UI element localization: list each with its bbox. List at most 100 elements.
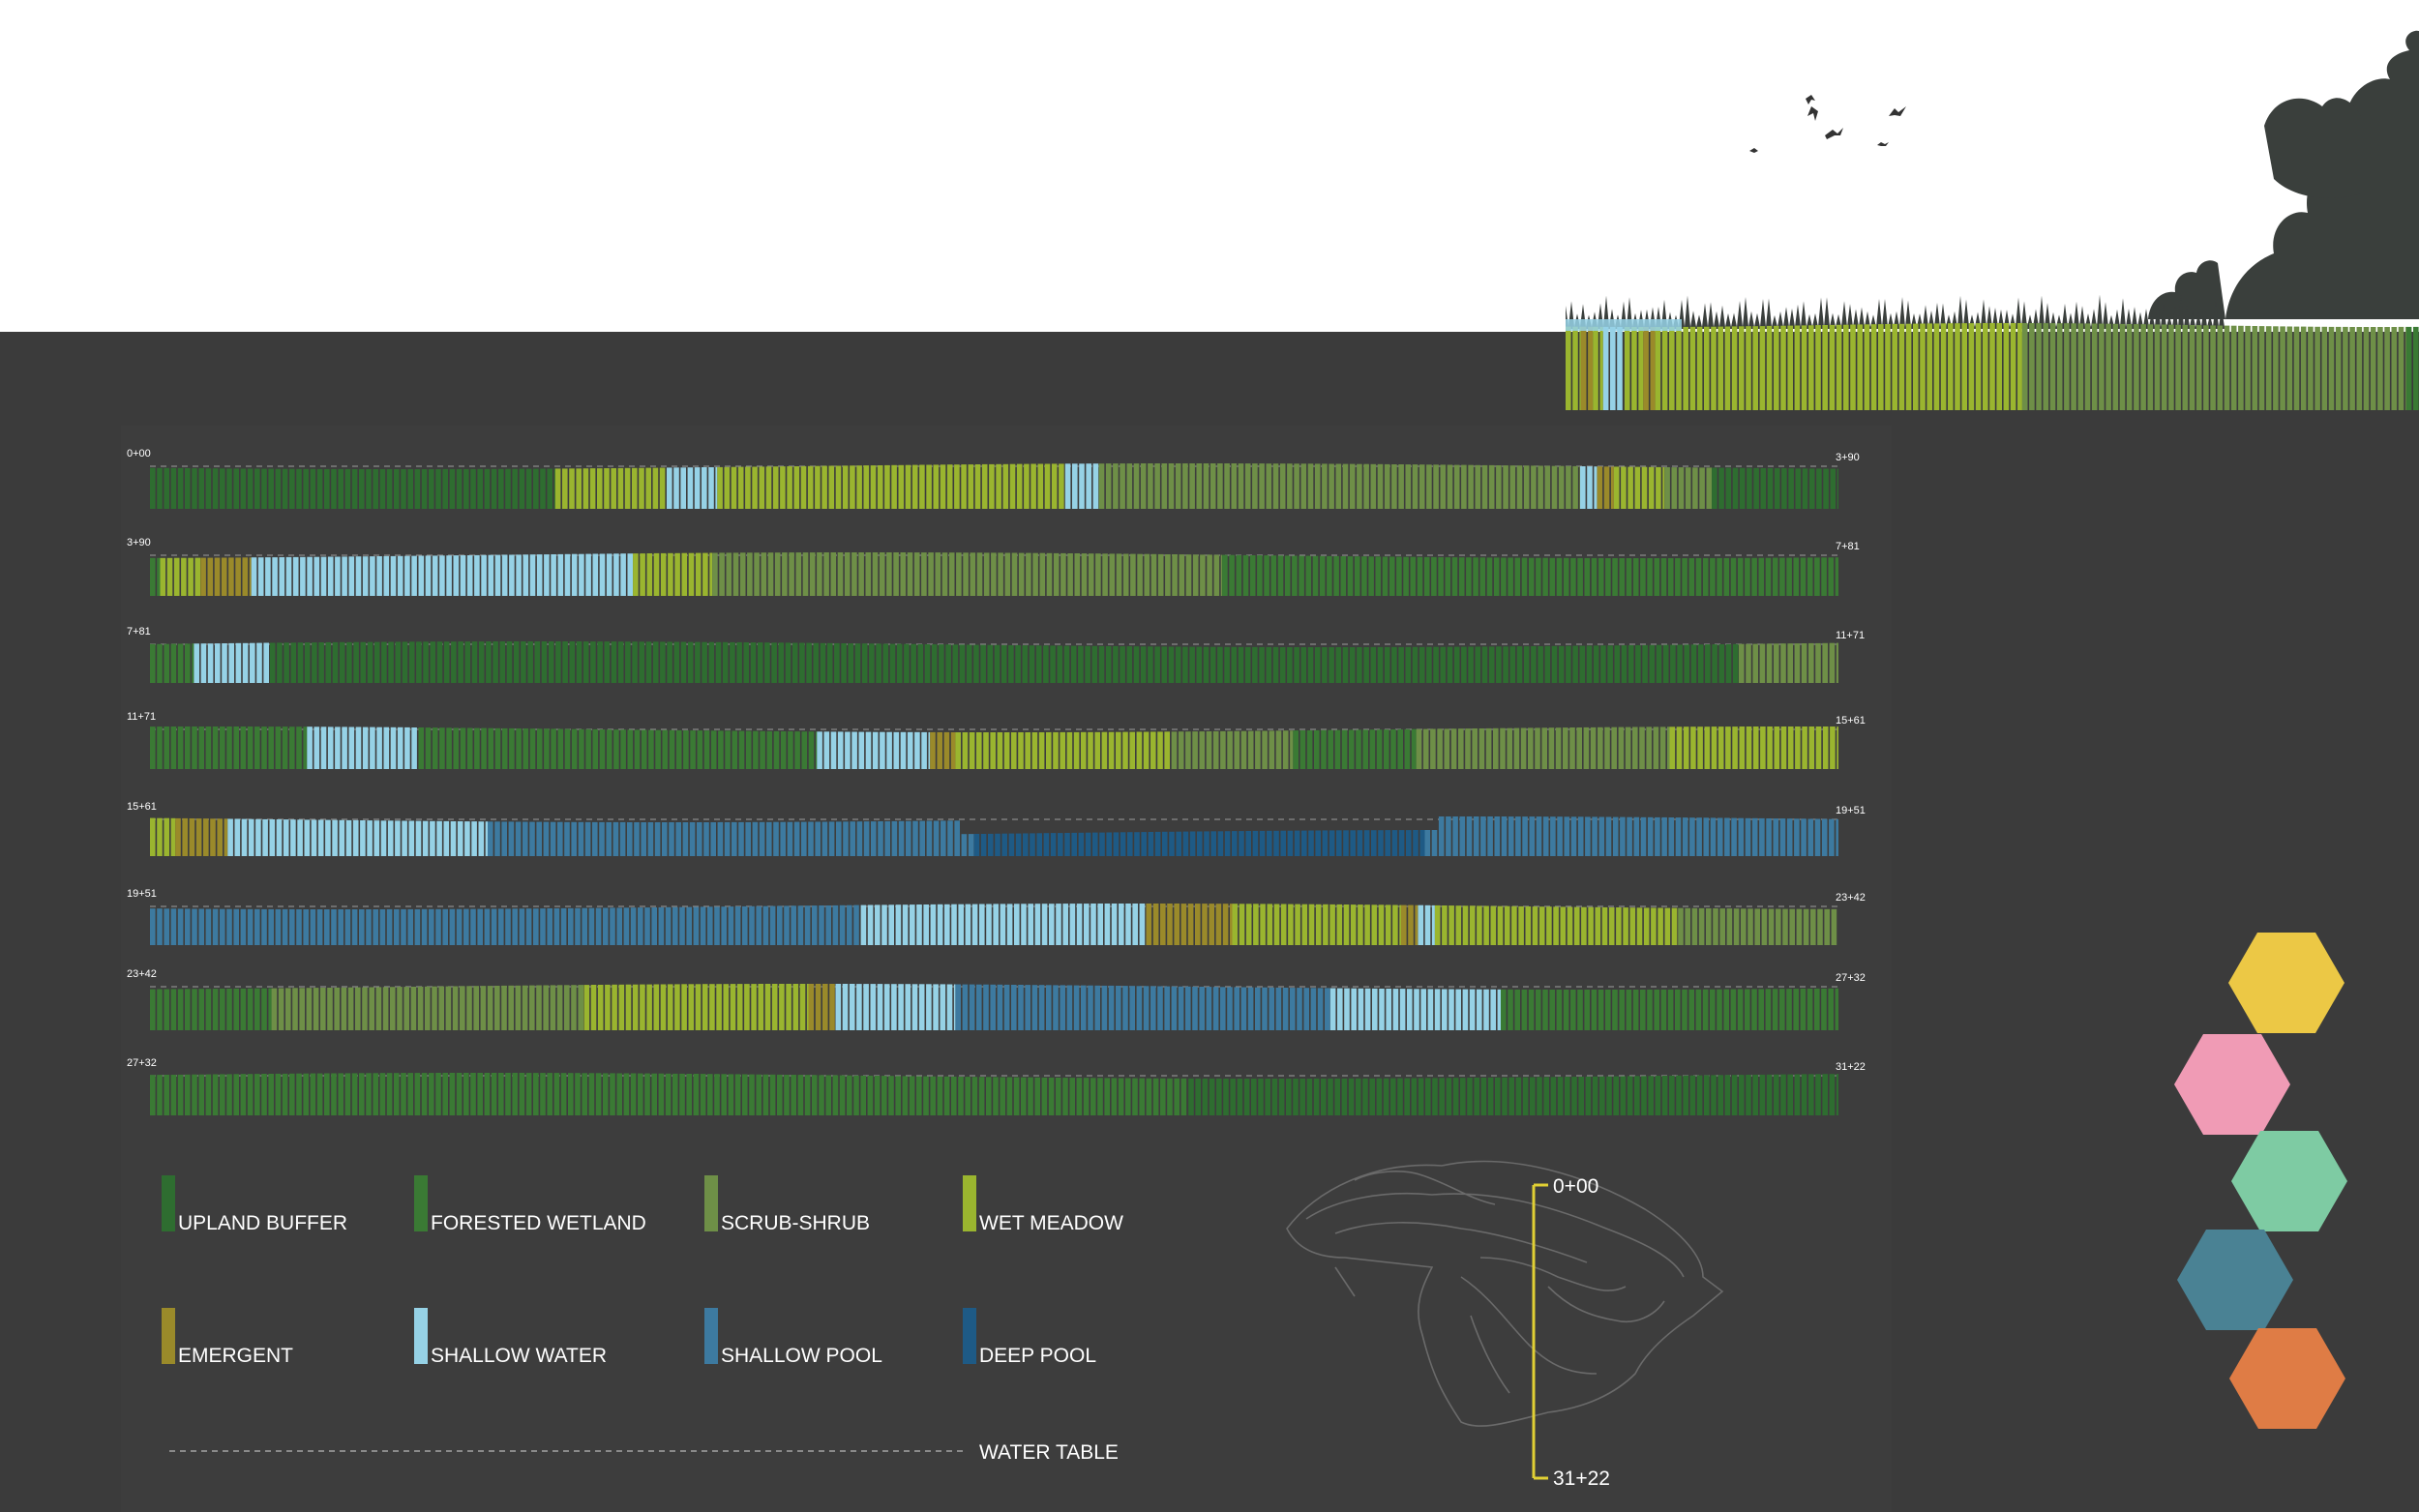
bar-mark	[2168, 324, 2174, 410]
bar-mark	[1558, 645, 1565, 683]
bar-mark	[941, 820, 946, 856]
bar-mark	[760, 730, 765, 769]
bar-mark	[1354, 556, 1360, 596]
hero-segment-emergent	[1580, 326, 1594, 410]
bar-mark	[1094, 731, 1100, 769]
legend-label: FORESTED WETLAND	[431, 1212, 646, 1234]
bar-mark	[254, 988, 260, 1030]
bar-mark	[1088, 731, 1093, 769]
bar-mark	[1528, 557, 1535, 596]
bar-mark	[515, 985, 522, 1030]
bar-mark	[1001, 833, 1007, 856]
bar-mark	[861, 643, 868, 683]
bar-mark	[300, 556, 306, 596]
bar-mark	[1730, 989, 1737, 1030]
bar-mark	[753, 730, 759, 769]
bar-mark	[1598, 557, 1604, 596]
bar-mark	[1682, 558, 1687, 596]
bar-mark	[1702, 989, 1709, 1030]
bar-mark	[1739, 726, 1746, 769]
legend-swatch	[414, 1175, 428, 1231]
bar-mark	[481, 727, 487, 769]
bar-mark	[724, 466, 731, 509]
bar-mark	[828, 821, 835, 856]
bar-mark	[1553, 906, 1559, 945]
bar-mark	[303, 468, 309, 509]
bar-mark	[432, 555, 438, 596]
bar-mark	[700, 1074, 706, 1115]
bar-mark	[1488, 464, 1495, 509]
bar-mark	[1385, 830, 1390, 856]
bar-mark	[1550, 816, 1556, 856]
bar-mark	[200, 643, 207, 683]
bar-mark	[702, 984, 708, 1030]
bar-mark	[1690, 726, 1696, 769]
bar-mark	[1648, 466, 1655, 509]
bar-mark	[1626, 558, 1632, 596]
bar-mark	[220, 468, 225, 509]
bar-mark	[680, 467, 686, 509]
bar-mark	[1671, 467, 1678, 509]
bar-mark	[1745, 557, 1750, 596]
hexagon-green	[2231, 1131, 2347, 1231]
bar-mark	[1786, 557, 1792, 596]
bar-mark	[1837, 468, 1838, 509]
bar-mark	[292, 556, 299, 596]
bar-mark	[1375, 556, 1382, 596]
bar-mark	[764, 984, 771, 1030]
bar-mark	[1560, 906, 1567, 945]
bar-mark	[296, 468, 302, 509]
bar-mark	[150, 1075, 156, 1115]
bar-mark	[1300, 463, 1307, 509]
bar-mark	[847, 904, 852, 945]
bar-mark	[849, 984, 855, 1030]
legend-swatch	[162, 1308, 175, 1364]
bar-mark	[488, 727, 494, 769]
bar-mark	[435, 469, 441, 509]
bar-mark	[1766, 643, 1773, 683]
bar-mark	[414, 1073, 421, 1115]
bar-mark	[1808, 468, 1815, 509]
bar-mark	[1217, 646, 1223, 683]
legend-item-forested-wetland: FORESTED WETLAND	[414, 1175, 646, 1234]
bar-mark	[954, 464, 960, 509]
bar-mark	[1829, 1074, 1836, 1115]
bar-mark	[625, 641, 631, 683]
bar-mark	[1334, 1078, 1340, 1115]
bar-mark	[1113, 832, 1120, 856]
bar-mark	[644, 1073, 650, 1115]
bar-mark	[1626, 990, 1632, 1030]
bar-mark	[1030, 833, 1035, 856]
bar-mark	[1118, 1078, 1124, 1115]
bar-mark	[835, 984, 842, 1030]
bar-mark	[2308, 326, 2314, 410]
hero-segment-scrub-shrub	[2021, 323, 2406, 410]
bar-mark	[487, 986, 493, 1030]
bar-mark	[703, 730, 710, 769]
bar-mark	[1462, 905, 1469, 945]
bar-mark	[797, 1075, 804, 1115]
bar-mark	[1514, 989, 1520, 1030]
transect-row: 27+32 31+22	[127, 1057, 1866, 1115]
bar-mark	[1179, 554, 1185, 596]
bar-mark	[1314, 463, 1321, 509]
bar-mark	[484, 468, 491, 509]
bar-mark	[439, 555, 445, 596]
row-segment-shallow-pool	[150, 904, 859, 945]
row-segment-forested-wetland	[150, 557, 161, 596]
bar-mark	[965, 1077, 971, 1115]
bar-mark	[1557, 1077, 1564, 1115]
bar-mark	[758, 984, 764, 1030]
bar-mark	[1649, 644, 1656, 683]
bar-mark	[2064, 323, 2070, 410]
bar-mark	[338, 468, 343, 509]
bar-mark	[659, 467, 666, 509]
bar-mark	[1260, 904, 1266, 945]
bar-mark	[983, 984, 989, 1030]
bar-mark	[1452, 816, 1458, 856]
bar-mark	[540, 908, 546, 945]
bar-mark	[1335, 463, 1342, 509]
bar-mark	[1698, 907, 1705, 945]
bar-mark	[421, 469, 428, 509]
